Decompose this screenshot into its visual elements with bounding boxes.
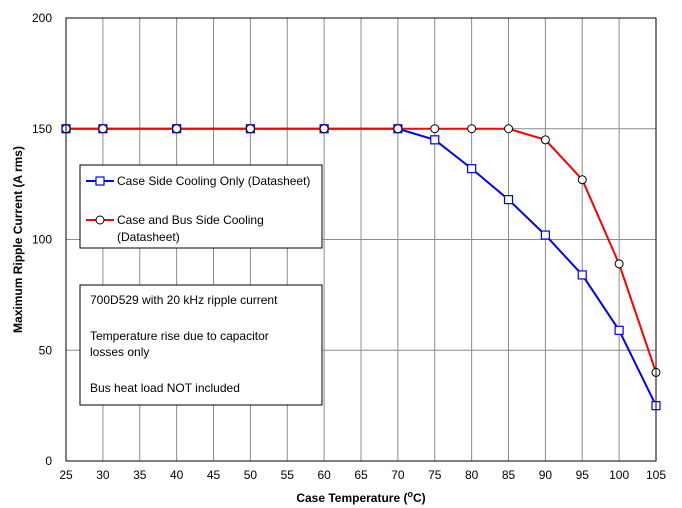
plot-frame — [65, 17, 657, 462]
legend-box — [79, 164, 323, 249]
y-tick-label: 100 — [32, 233, 52, 247]
annotation-line-3: losses only — [90, 345, 149, 359]
x-tick-label: 105 — [646, 468, 666, 482]
x-tick-label: 35 — [133, 468, 147, 482]
x-tick-label: 55 — [281, 468, 295, 482]
data-point-square — [467, 164, 477, 174]
annotation-line-2: Temperature rise due to capacitor — [90, 329, 269, 343]
annotation-box: 700D529 with 20 kHz ripple current Tempe… — [79, 284, 323, 406]
x-tick-label: 60 — [317, 468, 331, 482]
x-tick-label: 30 — [96, 468, 110, 482]
x-tick-label: 85 — [502, 468, 516, 482]
y-tick-label: 50 — [39, 343, 53, 357]
data-point-square — [430, 135, 440, 145]
data-point-circle — [245, 124, 255, 134]
annotation-frame — [79, 284, 323, 406]
x-tick-label: 95 — [576, 468, 590, 482]
annotation-line-1: 700D529 with 20 kHz ripple current — [90, 293, 278, 307]
annotation-line-4: Bus heat load NOT included — [90, 381, 240, 395]
data-point-square — [614, 325, 624, 335]
x-tick-label: 70 — [391, 468, 405, 482]
x-tick-label: 100 — [609, 468, 629, 482]
legend-swatch-marker-blue — [95, 176, 105, 186]
data-point-square — [577, 270, 587, 280]
y-tick-label: 200 — [32, 11, 52, 25]
y-tick-label: 150 — [32, 122, 52, 136]
x-axis-title-end: C) — [413, 491, 426, 505]
x-tick-label: 50 — [244, 468, 258, 482]
data-point-circle — [393, 124, 403, 134]
y-tick-label: 0 — [45, 454, 52, 468]
x-tick-label: 75 — [428, 468, 442, 482]
data-point-circle — [577, 175, 587, 185]
x-tick-label: 25 — [59, 468, 73, 482]
legend-entry-red: Case and Bus Side Cooling (Datasheet) — [86, 213, 264, 244]
data-point-circle — [614, 259, 624, 269]
series-layer — [61, 124, 661, 411]
x-axis-title-main: Case Temperature ( — [296, 491, 407, 505]
y-axis-title: Maximum Ripple Current (A rms) — [11, 146, 25, 333]
x-tick-label: 40 — [170, 468, 184, 482]
legend: Case Side Cooling Only (Datasheet) Case … — [79, 164, 323, 249]
data-point-circle — [467, 124, 477, 134]
x-tick-label: 65 — [354, 468, 368, 482]
legend-label-red-line2: (Datasheet) — [117, 230, 180, 244]
x-axis-title-superscript: o — [407, 489, 413, 499]
x-tick-label: 90 — [539, 468, 553, 482]
tick-labels: 25 30 35 40 45 50 55 60 65 70 75 80 85 90 95 100 105 0 50 1… — [32, 11, 666, 482]
data-point-circle — [540, 135, 550, 145]
x-axis-title: Case Temperature (oC) — [296, 489, 425, 505]
data-point-circle — [172, 124, 182, 134]
data-point-square — [503, 195, 514, 205]
data-point-square — [540, 230, 550, 240]
legend-swatch-marker-red — [95, 215, 105, 225]
data-point-circle — [430, 124, 440, 134]
legend-entry-blue: Case Side Cooling Only (Datasheet) — [86, 174, 310, 188]
data-point-circle — [319, 124, 329, 134]
data-point-circle — [98, 124, 108, 134]
x-tick-label: 45 — [207, 468, 221, 482]
data-point-circle — [504, 124, 513, 134]
x-tick-label: 80 — [465, 468, 479, 482]
legend-label-blue: Case Side Cooling Only (Datasheet) — [117, 174, 310, 188]
legend-label-red-line1: Case and Bus Side Cooling — [117, 213, 264, 227]
